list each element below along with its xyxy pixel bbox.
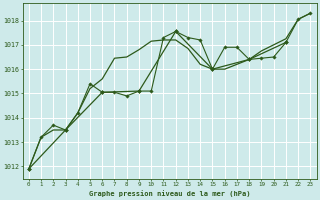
X-axis label: Graphe pression niveau de la mer (hPa): Graphe pression niveau de la mer (hPa) bbox=[89, 190, 250, 197]
